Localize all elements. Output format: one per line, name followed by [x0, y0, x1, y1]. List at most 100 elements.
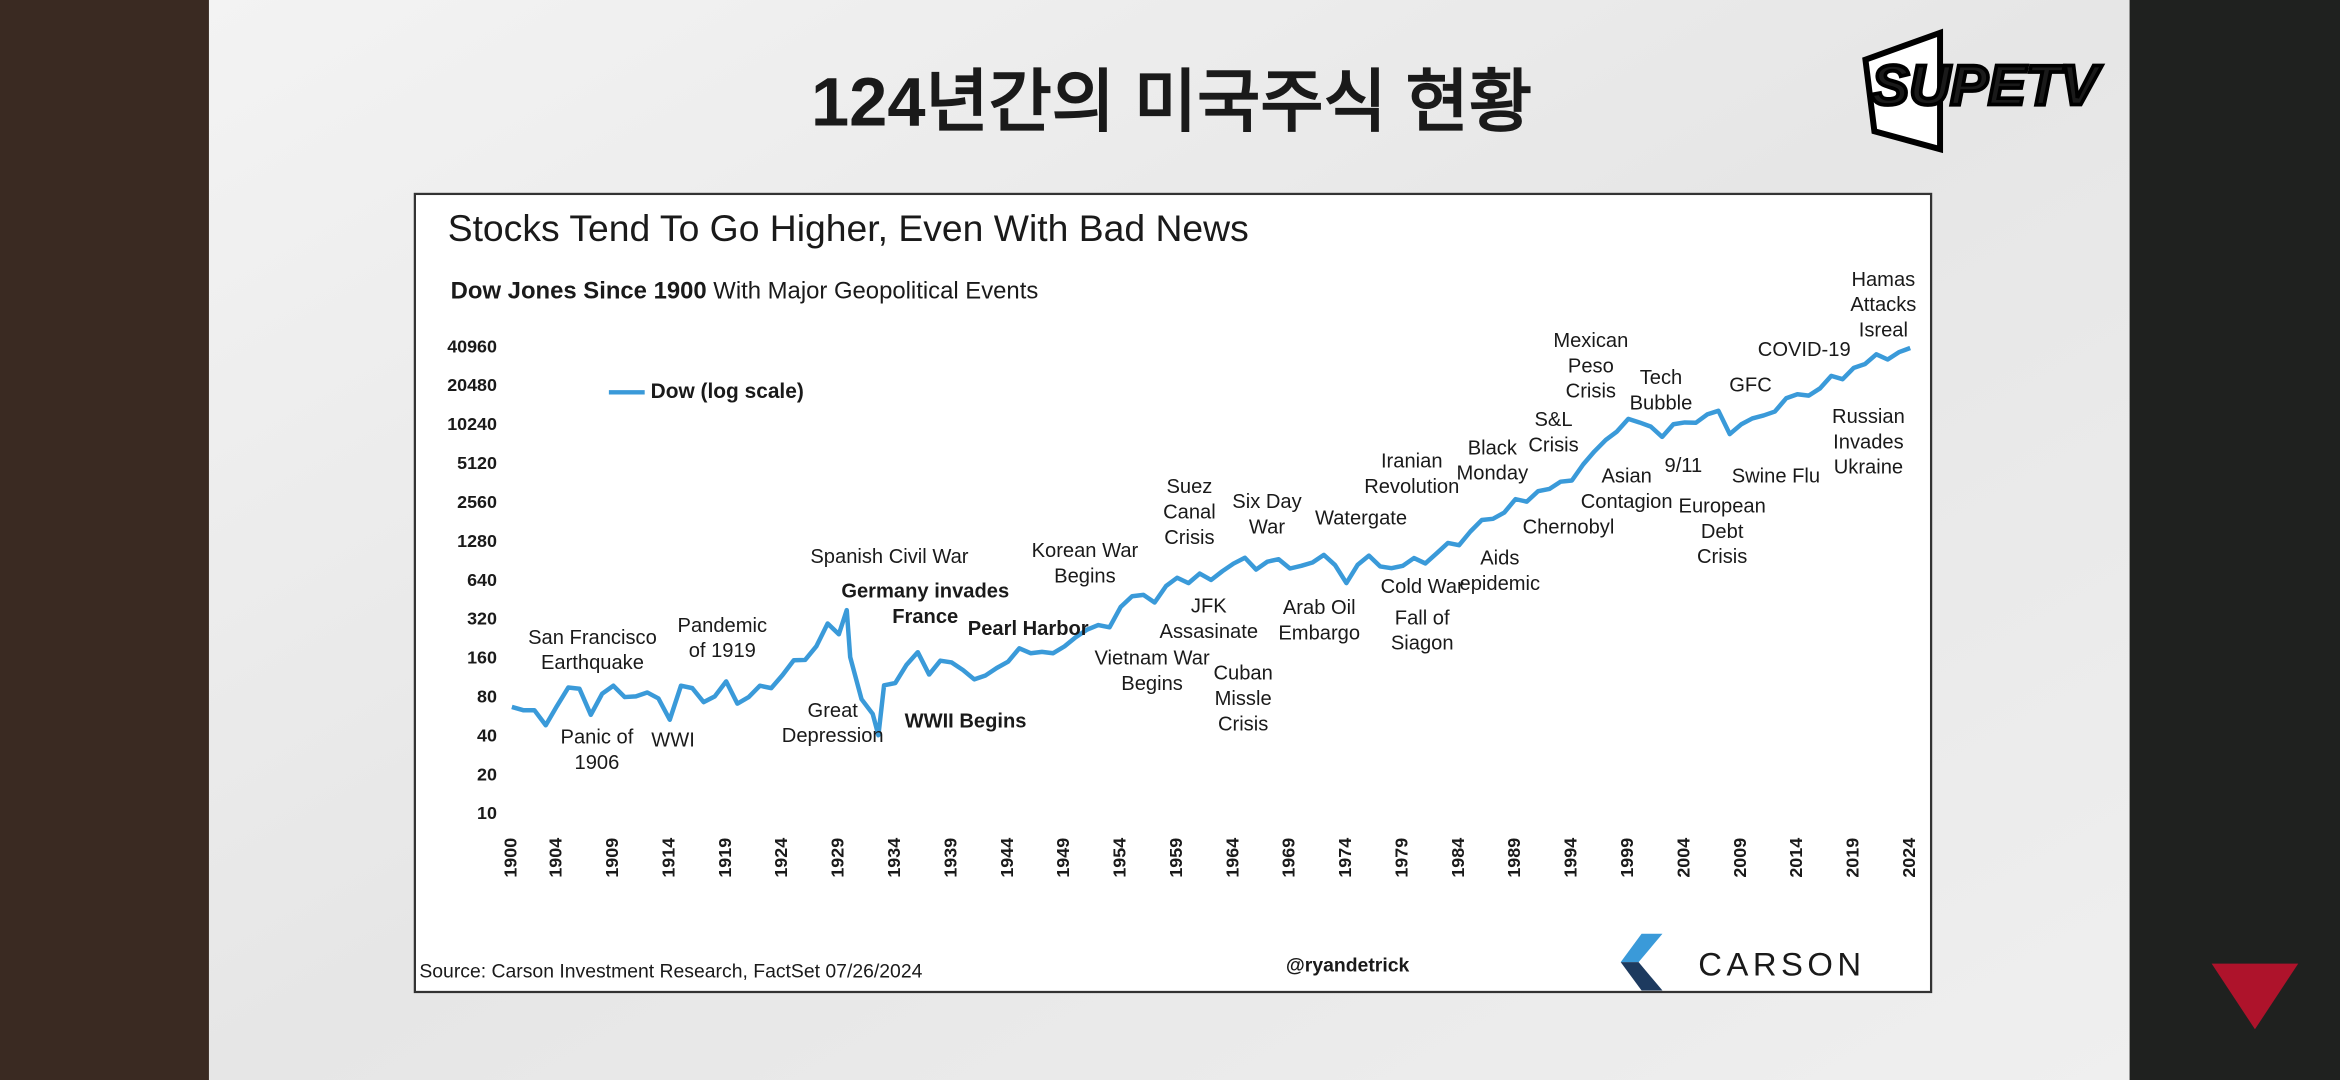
chart-subtitle: Dow Jones Since 1900 With Major Geopolit…	[451, 278, 1039, 305]
subtitle-bold: Dow Jones Since 1900	[451, 278, 707, 305]
annotation: War	[1249, 516, 1285, 538]
x-tick-label: 1939	[940, 838, 960, 878]
y-tick-label: 1280	[457, 531, 497, 551]
annotation: Assasinate	[1160, 621, 1258, 643]
annotation: Cold War	[1381, 576, 1464, 598]
logo-shield	[1862, 28, 1944, 154]
annotation: Spanish Civil War	[810, 546, 968, 568]
annotation: Arab Oil	[1283, 597, 1356, 619]
chart-title: Stocks Tend To Go Higher, Even With Bad …	[448, 207, 1249, 249]
y-tick-label: 10	[477, 803, 497, 823]
x-tick-label: 2024	[1899, 838, 1919, 878]
logo-text: SUPETV	[1871, 54, 2102, 117]
left-strip	[0, 0, 209, 1080]
annotation: 1906	[575, 752, 620, 774]
annotation: Panic of	[561, 727, 634, 749]
annotation: Germany invades	[841, 581, 1009, 603]
annotation: Ukraine	[1834, 457, 1903, 479]
annotation: Depression	[782, 725, 884, 747]
y-tick-label: 40	[477, 725, 497, 745]
annotation: GFC	[1729, 375, 1771, 397]
y-tick-label: 40960	[447, 336, 497, 356]
annotation: Debt	[1701, 521, 1744, 543]
annotation: Bubble	[1630, 393, 1693, 415]
annotation: Vietnam War	[1094, 648, 1210, 670]
x-tick-label: 1959	[1166, 838, 1186, 878]
annotation: Mexican	[1553, 330, 1628, 352]
annotation: Crisis	[1164, 527, 1214, 549]
annotation: Russian	[1832, 406, 1905, 428]
annotation: Crisis	[1218, 713, 1268, 735]
y-tick-label: 10240	[447, 414, 497, 434]
brand-logo: CARSON	[1620, 933, 1861, 991]
annotation: Pearl Harbor	[968, 618, 1089, 640]
corner-emblem	[2211, 963, 2299, 1030]
x-tick-label: 1994	[1561, 838, 1581, 878]
x-tick-label: 2019	[1843, 838, 1863, 878]
annotation: Contagion	[1581, 491, 1673, 513]
chart-frame	[413, 192, 1933, 994]
x-tick-label: 1929	[828, 838, 848, 878]
brand-mark	[1620, 962, 1663, 991]
x-tick-label: 1984	[1448, 838, 1468, 878]
annotation: Iranian	[1381, 451, 1443, 473]
annotation: Missle	[1215, 688, 1272, 710]
annotation: epidemic	[1460, 573, 1541, 595]
brand-mark	[1620, 933, 1663, 963]
logo: SUPETV	[1862, 28, 2104, 154]
annotation: France	[892, 606, 958, 628]
annotation: Six Day	[1232, 491, 1302, 513]
annotation: Crisis	[1697, 546, 1747, 568]
annotation: Peso	[1568, 355, 1614, 377]
x-tick-label: 1974	[1335, 838, 1355, 878]
annotation: Crisis	[1566, 381, 1616, 403]
annotation: Suez	[1166, 476, 1212, 498]
x-tick-label: 1924	[771, 838, 791, 878]
y-tick-label: 80	[477, 686, 497, 706]
x-tick-label: 1904	[546, 838, 566, 878]
annotation: European	[1679, 495, 1766, 517]
annotation: of 1919	[689, 640, 756, 662]
x-tick-label: 1964	[1222, 838, 1242, 878]
annotation: San Francisco	[528, 627, 657, 649]
annotation: Hamas	[1851, 269, 1915, 291]
annotation: Earthquake	[541, 652, 644, 674]
legend-label: Dow (log scale)	[651, 380, 804, 403]
annotation: COVID-19	[1758, 339, 1851, 361]
right-strip	[2129, 0, 2340, 1080]
annotation: Watergate	[1315, 507, 1407, 529]
annotation: WWII Begins	[905, 710, 1027, 732]
annotation: Swine Flu	[1732, 466, 1820, 488]
annotation: Great	[808, 700, 859, 722]
annotation: S&L	[1535, 409, 1573, 431]
annotation: Isreal	[1859, 319, 1908, 341]
line	[511, 345, 1911, 738]
annotation: Revolution	[1364, 476, 1459, 498]
annotation: WWI	[651, 730, 695, 752]
x-tick-label: 1919	[715, 838, 735, 878]
annotation: Tech	[1640, 367, 1683, 389]
y-tick-label: 5120	[457, 453, 497, 473]
annotation: Pandemic	[678, 615, 768, 637]
annotation: Fall of	[1395, 607, 1450, 629]
x-tick-label: 1934	[884, 838, 904, 878]
annotation: Monday	[1457, 463, 1530, 485]
annotation: Canal	[1163, 501, 1216, 523]
annotation: Embargo	[1278, 622, 1360, 644]
x-tick-label: 1914	[658, 838, 678, 878]
y-tick-label: 20	[477, 764, 497, 784]
x-tick-label: 1954	[1110, 838, 1130, 878]
y-tick-label: 2560	[457, 492, 497, 512]
x-tick-label: 1979	[1391, 838, 1411, 878]
annotation: 9/11	[1665, 455, 1703, 477]
annotation: Black	[1468, 437, 1518, 459]
annotation: Asian	[1601, 466, 1651, 488]
annotation: Aids	[1480, 548, 1519, 570]
x-tick-label: 2014	[1786, 838, 1806, 878]
annotation: Begins	[1121, 673, 1183, 695]
x-tick-label: 1989	[1504, 838, 1524, 878]
annotation: Cuban	[1213, 663, 1272, 685]
x-tick-label: 2004	[1673, 838, 1693, 878]
